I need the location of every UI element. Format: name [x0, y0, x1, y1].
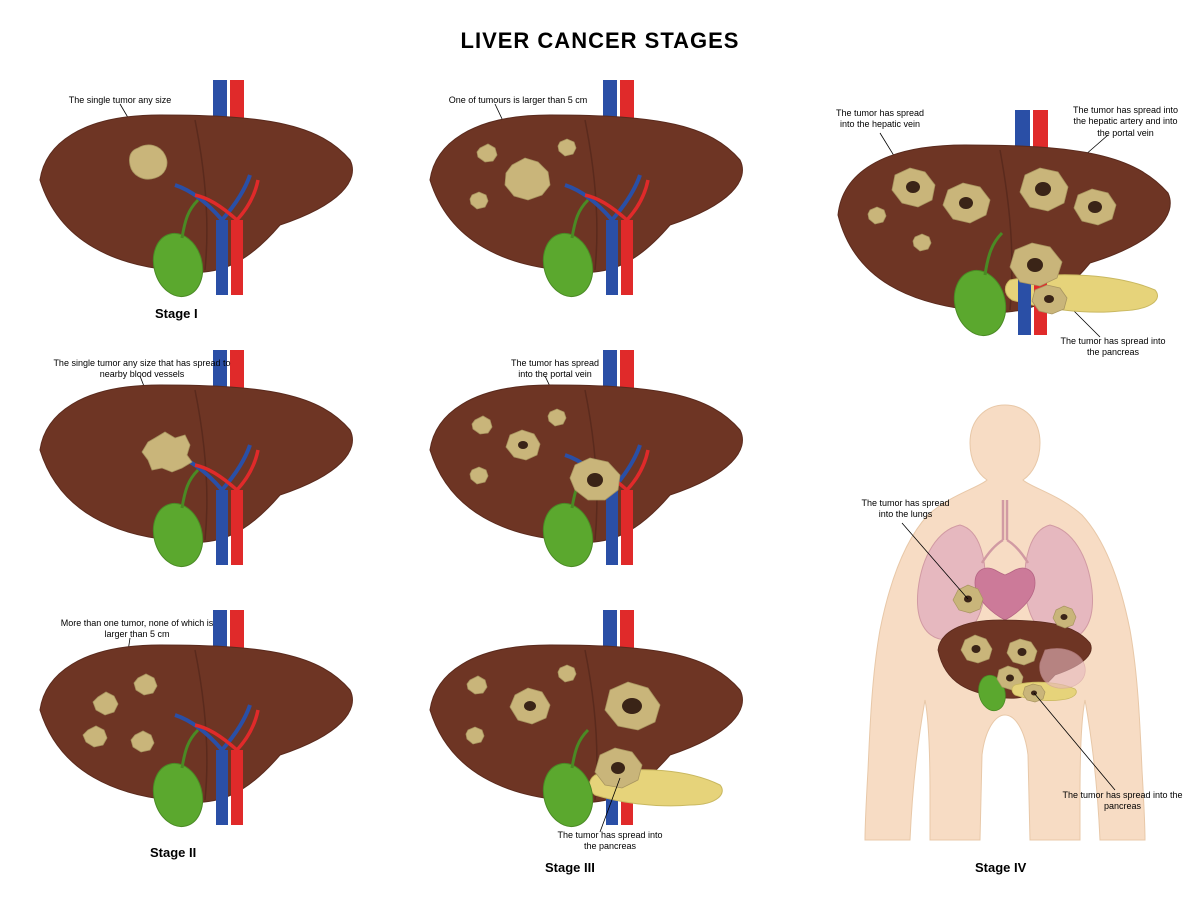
stage4-label: Stage IV: [975, 860, 1026, 875]
annotation-c3r2t: The tumor has spread into the lungs: [858, 498, 953, 521]
panel-stage3-c: [410, 600, 750, 850]
stage1-label: Stage I: [155, 306, 198, 321]
annotation-c3r1r: The tumor has spread into the hepatic ar…: [1068, 105, 1183, 139]
annotation-c2r2: The tumor has spread into the portal vei…: [505, 358, 605, 381]
annotation-c3r2b: The tumor has spread into the pancreas: [1050, 790, 1195, 813]
page-title: LIVER CANCER STAGES: [0, 28, 1200, 54]
stage3-label: Stage III: [545, 860, 595, 875]
annotation-c1r2: The single tumor any size that has sprea…: [52, 358, 232, 381]
liver-stage3-c: [410, 600, 750, 850]
annotation-c3r1b: The tumor has spread into the pancreas: [1058, 336, 1168, 359]
annotation-c2r1: One of tumours is larger than 5 cm: [448, 95, 588, 106]
annotation-c2r3: The tumor has spread into the pancreas: [550, 830, 670, 853]
annotation-c1r3: More than one tumor, none of which is la…: [52, 618, 222, 641]
annotation-c1r1: The single tumor any size: [60, 95, 180, 106]
stage2-label: Stage II: [150, 845, 196, 860]
panel-stage4-b: [820, 395, 1190, 845]
annotation-c3r1l: The tumor has spread into the hepatic ve…: [830, 108, 930, 131]
body-stage4: [820, 395, 1190, 845]
